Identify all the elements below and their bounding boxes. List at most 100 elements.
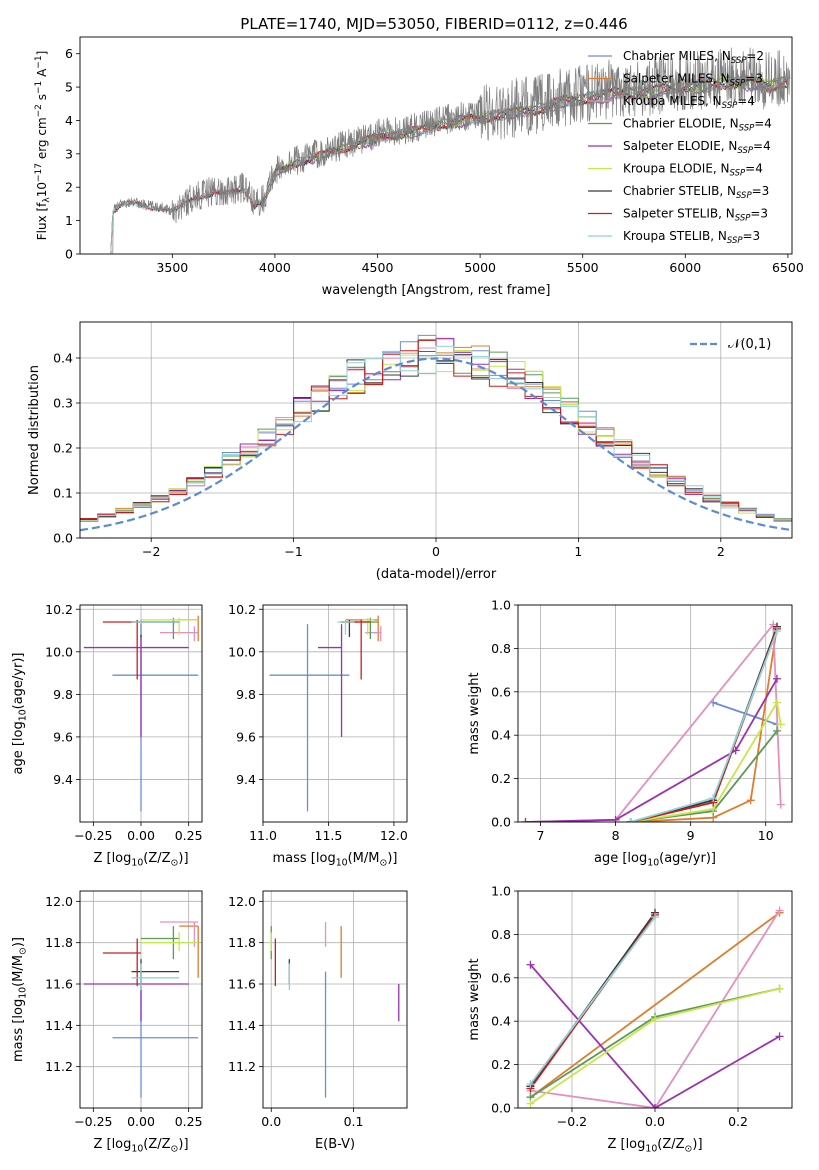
x-tick-label: 0	[432, 544, 440, 559]
label-part: )]	[11, 937, 26, 947]
weight-marker	[772, 627, 781, 636]
x-tick-label: 6000	[669, 260, 701, 275]
x-tick-label: 9	[687, 828, 695, 843]
y-tick-label: 0.2	[53, 441, 73, 456]
x-tick-label: 0.0	[261, 1114, 281, 1129]
label-part: (age/yr)]	[659, 851, 716, 866]
weight-marker	[709, 794, 718, 803]
x-tick-label: 4000	[259, 260, 291, 275]
label-part: =4	[753, 139, 771, 153]
label-part: )]	[387, 851, 397, 866]
weight-marker	[775, 906, 784, 915]
label-part: ⊙	[171, 858, 179, 869]
weight-marker	[626, 818, 635, 822]
weight-marker	[526, 1099, 535, 1108]
label-part: SSP	[730, 169, 746, 179]
label-part: SSP	[739, 124, 755, 134]
label-part: =2	[746, 49, 764, 63]
y-axis-label: Normed distribution	[27, 365, 42, 495]
y-tick-label: 0.4	[53, 351, 73, 366]
y-axis-label: mass [log10​(M/M⊙​)]	[11, 937, 29, 1062]
y-tick-label: 0.4	[491, 728, 511, 743]
x-tick-label: 0.25	[175, 828, 203, 843]
y-tick-label: 1	[65, 213, 73, 228]
legend-label: Salpeter ELODIE, NSSP=4	[623, 139, 771, 156]
mass-vs-z-frame	[79, 890, 203, 1109]
x-tick-label: 12.0	[380, 828, 408, 843]
label-part: Z [log	[93, 1137, 131, 1152]
label-part: )]	[692, 1137, 702, 1152]
weight-line	[630, 626, 778, 822]
legend-label: Salpeter STELIB, NSSP=3	[623, 207, 768, 224]
y-tick-label: 9.8	[53, 687, 73, 702]
x-tick-label: 0.1	[344, 1114, 364, 1129]
label-part: SSP	[737, 146, 753, 156]
y-tick-label: 0.8	[491, 641, 511, 656]
label-part: 10	[18, 709, 29, 721]
weight-marker	[521, 818, 530, 822]
label-part: SSP	[731, 56, 747, 66]
label-part: SSP	[727, 236, 743, 246]
label-part: 10	[336, 858, 348, 869]
label-part: λ	[42, 197, 52, 203]
x-axis-label: mass [log10​(M/M⊙​)]	[273, 851, 398, 869]
label-part: (Z/Z	[143, 851, 170, 866]
legend-label: Chabrier STELIB, NSSP=3	[623, 184, 769, 201]
y-tick-label: 0.2	[491, 771, 511, 786]
y-tick-label: 0.3	[53, 396, 73, 411]
weight-marker	[775, 1032, 784, 1041]
weight-line	[530, 910, 781, 1108]
label-part: −2	[34, 104, 44, 117]
legend-label: Kroupa ELODIE, NSSP=4	[623, 162, 763, 179]
label-part: 10	[647, 858, 659, 869]
x-tick-label: 11.0	[249, 828, 277, 843]
y-axis-label: mass weight	[467, 672, 482, 754]
y-tick-label: 0.1	[53, 486, 73, 501]
label-part: (M/M	[348, 851, 380, 866]
x-tick-label: 5000	[464, 260, 496, 275]
label-part: 10	[18, 987, 29, 999]
y-tick-label: 2	[65, 180, 73, 195]
x-axis-label: Z [log10​(Z/Z⊙​)]	[93, 1137, 188, 1155]
label-part: =4	[737, 94, 755, 108]
y-tick-label: 11.4	[228, 1018, 256, 1033]
label-part: =4	[754, 117, 772, 131]
x-tick-label: 8	[612, 828, 620, 843]
y-tick-label: 0.0	[491, 1101, 511, 1116]
x-tick-label: 5500	[567, 260, 599, 275]
weight-marker	[651, 913, 659, 922]
y-tick-label: 9.6	[236, 729, 256, 744]
label-part: wavelength [Angstrom, rest frame]	[322, 283, 551, 298]
x-tick-label: −1	[284, 544, 302, 559]
x-tick-label: 1	[574, 544, 582, 559]
y-tick-label: 11.8	[228, 935, 256, 950]
y-tick-label: 0	[65, 247, 73, 262]
label-part: 10	[131, 858, 143, 869]
weight-marker	[526, 1080, 535, 1089]
label-part: ⊙	[379, 858, 387, 869]
legend-label: Salpeter MILES, NSSP=3	[623, 72, 763, 89]
x-tick-label: 6500	[772, 260, 804, 275]
x-axis-label: age [log10​(age/yr)]	[594, 851, 716, 869]
legend-label: Kroupa MILES, NSSP=4	[623, 94, 755, 111]
label-part: (Z/Z	[143, 1137, 170, 1152]
x-tick-label: 0.00	[127, 828, 155, 843]
y-axis-label: Flux [fλ10−17 erg cm−2 s−1 A−1]	[34, 51, 52, 241]
weight-marker	[611, 815, 620, 822]
label-part: 10	[131, 1144, 143, 1155]
y-tick-label: 4	[65, 113, 73, 128]
label-part: Chabrier MILES, N	[623, 49, 731, 63]
label-part: Normed distribution	[27, 365, 42, 495]
y-tick-label: 0.8	[491, 927, 511, 942]
mass-weight-vs-z-marks	[526, 906, 784, 1108]
label-part: mass weight	[467, 672, 482, 754]
y-tick-label: 9.8	[236, 687, 256, 702]
x-tick-label: −0.25	[74, 828, 112, 843]
weight-line	[529, 911, 781, 1098]
legend-label: Chabrier MILES, NSSP=2	[623, 49, 764, 66]
label-part: SSP	[736, 191, 752, 201]
mass-weight-vs-age-frame	[517, 604, 793, 823]
x-tick-label: −0.25	[74, 1114, 112, 1129]
y-tick-label: 0.6	[491, 970, 511, 985]
